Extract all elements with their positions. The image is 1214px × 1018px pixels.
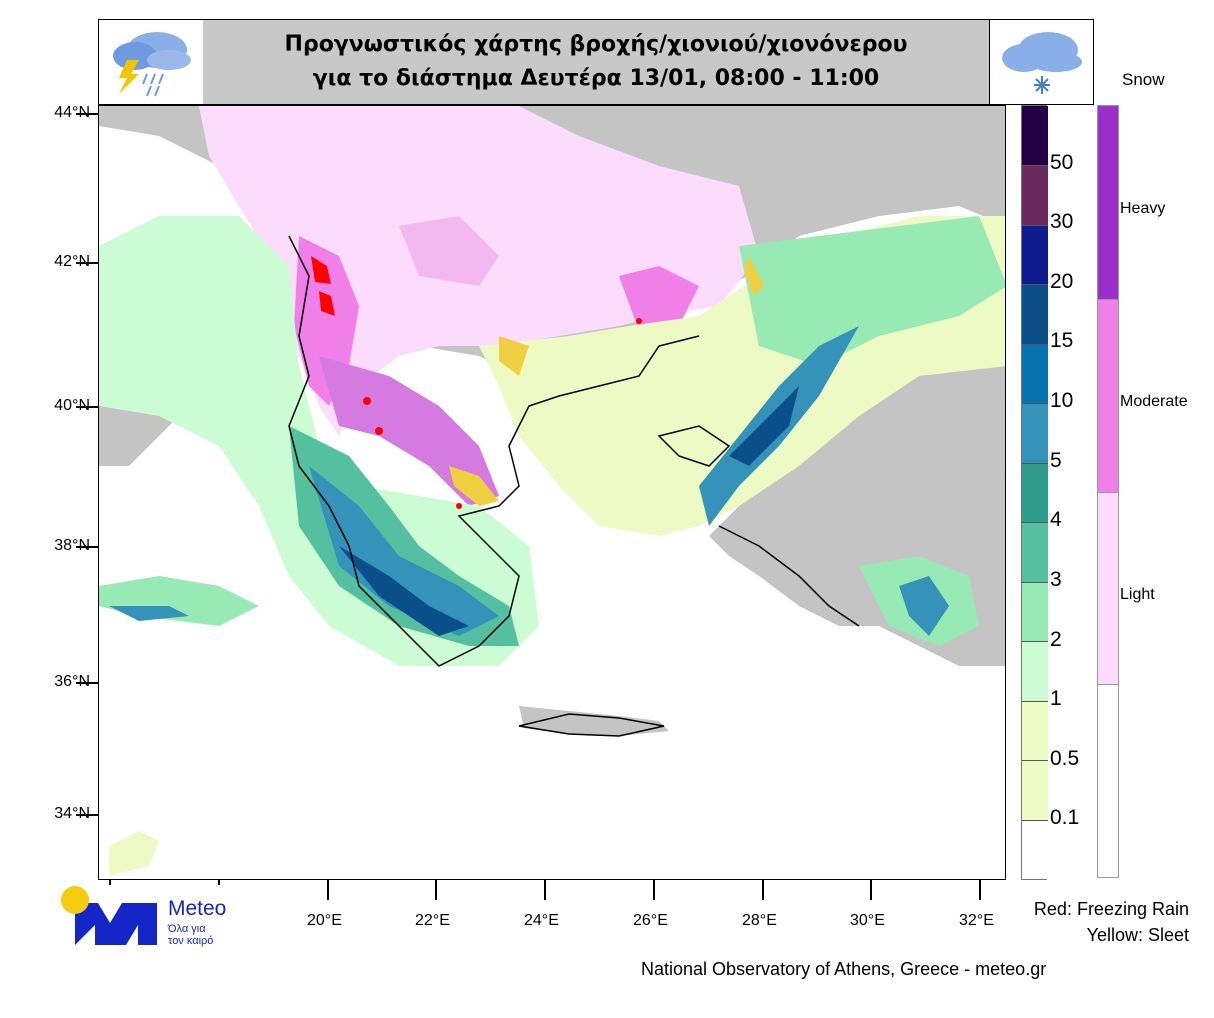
- lon-label-32: 32°E: [959, 912, 994, 929]
- title-line-2: για το διάστημα Δευτέρα 13/01, 08:00 - 1…: [312, 66, 880, 91]
- precip-colorbar-label: 5: [1050, 448, 1062, 472]
- meteo-logo: Meteo Όλα για τον καιρό: [60, 885, 240, 950]
- snow-label-light: Light: [1120, 586, 1155, 603]
- lon-tick: [870, 880, 872, 900]
- lon-label-30: 30°E: [850, 912, 885, 929]
- sleet-areas: [449, 256, 764, 506]
- precip-colorbar-label: 1: [1050, 687, 1062, 711]
- precip-color-swatch: [1022, 165, 1048, 225]
- lon-tick: [653, 880, 655, 900]
- lat-tick: [76, 262, 98, 264]
- precip-colorbar-label: 4: [1050, 508, 1062, 532]
- precip-colorbar-label: 10: [1050, 389, 1074, 413]
- logo-tagline: Όλα για τον καιρό: [168, 923, 213, 947]
- lon-tick: [109, 880, 111, 885]
- precip-color-swatch: [1022, 224, 1048, 285]
- snow-color-swatch: [1098, 106, 1118, 299]
- snow-color-swatch: [1098, 684, 1118, 877]
- lat-label-38: 38°N: [54, 537, 90, 554]
- map-title: Προγνωστικός χάρτης βροχής/χιονιού/χιονό…: [203, 20, 989, 104]
- lon-tick: [218, 880, 220, 885]
- precip-colorbar-label: 3: [1050, 567, 1062, 591]
- precip-color-swatch: [1022, 343, 1048, 404]
- snow-color-swatch: [1098, 491, 1118, 685]
- precip-color-swatch: [1022, 403, 1048, 463]
- credit-text: National Observatory of Athens, Greece -…: [641, 959, 1047, 979]
- precip-color-swatch: [1022, 462, 1048, 523]
- precip-colorbar-label: 0.1: [1050, 806, 1080, 830]
- snow-label-heavy: Heavy: [1120, 200, 1166, 217]
- precip-color-swatch: [1022, 522, 1048, 582]
- map-header: Προγνωστικός χάρτης βροχής/χιονιού/χιονό…: [98, 19, 1094, 105]
- logo-name: Meteo: [168, 897, 227, 920]
- lon-tick: [544, 880, 546, 900]
- precipitation-map: [98, 105, 1006, 880]
- lat-tick: [76, 682, 98, 684]
- precip-colorbar-label: 15: [1050, 329, 1074, 353]
- lon-label-28: 28°E: [742, 912, 777, 929]
- sleet-note: Yellow: Sleet: [1086, 925, 1189, 945]
- logo-tagline-2: τον καιρό: [168, 935, 214, 947]
- precip-colorbar-label: 20: [1050, 269, 1074, 293]
- precip-colorbar-label: 2: [1050, 627, 1062, 651]
- lat-tick: [76, 814, 98, 816]
- snow-label-moderate: Moderate: [1120, 393, 1188, 410]
- freezing-rain-note: Red: Freezing Rain: [1033, 899, 1189, 919]
- lon-label-26: 26°E: [633, 912, 668, 929]
- precip-color-swatch: [1022, 760, 1048, 820]
- snow-color-swatch: [1098, 298, 1118, 492]
- snow-cloud-icon: [989, 20, 1094, 104]
- lon-label-20: 20°E: [307, 912, 342, 929]
- lat-tick: [76, 546, 98, 548]
- lon-label-22: 22°E: [415, 912, 450, 929]
- precip-colorbar-label: 0.5: [1050, 746, 1080, 770]
- lat-tick: [76, 113, 98, 115]
- precip-color-swatch: [1022, 284, 1048, 344]
- snow-colorbar: [1097, 105, 1119, 878]
- precip-color-swatch: [1022, 581, 1048, 642]
- lat-tick: [76, 406, 98, 408]
- precip-colorbar-label: 50: [1050, 150, 1074, 174]
- lat-label-44: 44°N: [54, 104, 90, 121]
- lon-label-24: 24°E: [524, 912, 559, 929]
- precip-color-swatch: [1022, 641, 1048, 701]
- title-line-1: Προγνωστικός χάρτης βροχής/χιονιού/χιονό…: [284, 32, 908, 57]
- lat-label-36: 36°N: [54, 673, 90, 690]
- precip-color-swatch: [1022, 700, 1048, 761]
- lat-label-34: 34°N: [54, 805, 90, 822]
- thunderstorm-rain-cloud-icon: [99, 20, 203, 104]
- freezing-rain-areas: [311, 256, 642, 509]
- rain-areas: [99, 216, 1005, 876]
- lon-tick: [435, 880, 437, 900]
- lon-tick: [762, 880, 764, 900]
- lon-tick: [979, 880, 981, 900]
- coastlines: [288, 235, 860, 737]
- lon-tick: [327, 880, 329, 900]
- precip-color-swatch: [1022, 819, 1048, 879]
- logo-tagline-1: Όλα για: [168, 923, 206, 935]
- lat-label-42: 42°N: [54, 253, 90, 270]
- precipitation-colorbar: [1021, 105, 1048, 880]
- snow-colorbar-title: Snow: [1122, 70, 1165, 89]
- precip-colorbar-label: 30: [1050, 210, 1074, 234]
- lat-label-40: 40°N: [54, 397, 90, 414]
- meteo-logo-mark: [61, 886, 157, 945]
- precip-color-swatch: [1022, 106, 1048, 166]
